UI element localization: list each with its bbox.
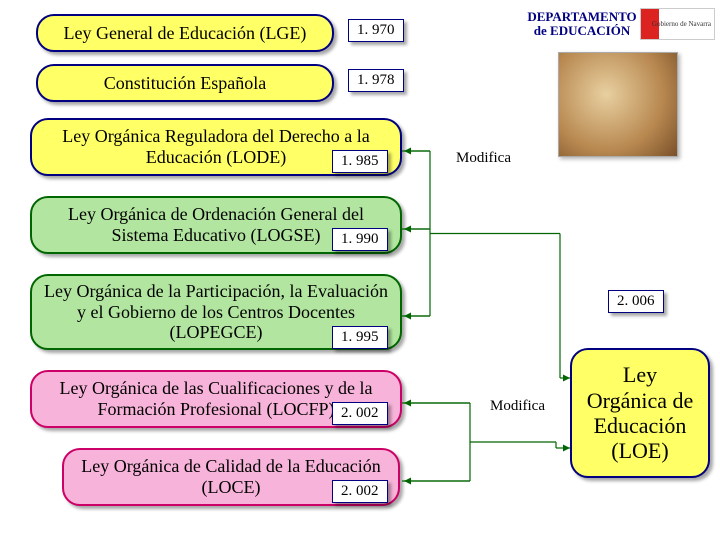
dept-line1: DEPARTAMENTO [527, 9, 636, 24]
year-box-const: 1. 978 [348, 69, 404, 92]
year-box-locfp: 2. 002 [332, 402, 388, 425]
dept-line2: de EDUCACIÓN [534, 23, 630, 38]
dept-header: DEPARTAMENTO de EDUCACIÓN [522, 10, 642, 39]
year-box-loce: 2. 002 [332, 480, 388, 503]
year-box-lode: 1. 985 [332, 150, 388, 173]
law-box-const: Constitución Española [36, 64, 334, 102]
law-label: Ley General de Educación (LGE) [64, 23, 307, 44]
law-box-lge: Ley General de Educación (LGE) [36, 14, 334, 52]
modifica-label-2: Modifica [490, 398, 545, 415]
navarra-logo: Gobierno de Navarra [640, 8, 715, 40]
year-box-lopegce: 1. 995 [332, 326, 388, 349]
gavel-image [558, 52, 678, 157]
year-box-logse: 1. 990 [332, 228, 388, 251]
law-label: Constitución Española [104, 73, 266, 94]
year-box-lge: 1. 970 [348, 19, 404, 42]
loe-year: 2. 006 [608, 290, 664, 313]
logo-text: Gobierno de Navarra [652, 21, 711, 28]
loe-box: Ley Orgánica de Educación (LOE) [570, 348, 710, 478]
modifica-label-1: Modifica [456, 150, 511, 167]
